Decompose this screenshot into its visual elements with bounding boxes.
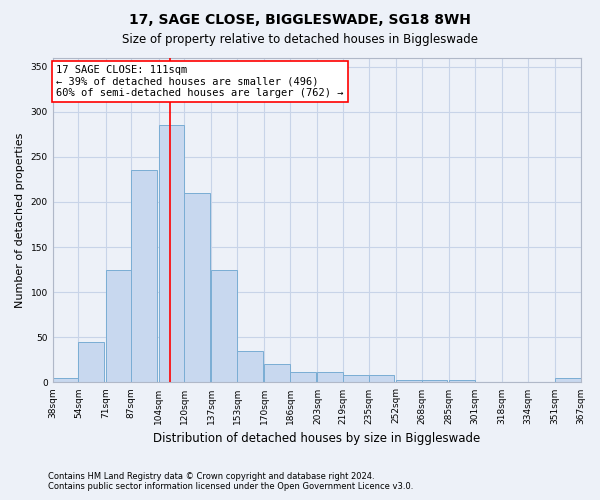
Text: 17, SAGE CLOSE, BIGGLESWADE, SG18 8WH: 17, SAGE CLOSE, BIGGLESWADE, SG18 8WH (129, 12, 471, 26)
Bar (369, 375, 394, 382)
Text: 17 SAGE CLOSE: 111sqm
← 39% of detached houses are smaller (496)
60% of semi-det: 17 SAGE CLOSE: 111sqm ← 39% of detached … (56, 64, 343, 98)
Bar (211, 270, 237, 382)
Bar (184, 193, 210, 382)
Text: Size of property relative to detached houses in Biggleswade: Size of property relative to detached ho… (122, 32, 478, 46)
X-axis label: Distribution of detached houses by size in Biggleswade: Distribution of detached houses by size … (153, 432, 480, 445)
Bar (343, 375, 369, 382)
Bar (106, 270, 131, 382)
Text: Contains HM Land Registry data © Crown copyright and database right 2024.: Contains HM Land Registry data © Crown c… (48, 472, 374, 481)
Bar (265, 364, 290, 382)
Bar (422, 380, 448, 382)
Bar (449, 380, 475, 382)
Bar (396, 380, 422, 382)
Text: Contains public sector information licensed under the Open Government Licence v3: Contains public sector information licen… (48, 482, 413, 491)
Bar (158, 125, 184, 382)
Bar (237, 351, 263, 382)
Bar (79, 342, 104, 382)
Bar (555, 378, 581, 382)
Bar (53, 378, 79, 382)
Y-axis label: Number of detached properties: Number of detached properties (15, 132, 25, 308)
Bar (290, 372, 316, 382)
Bar (317, 372, 343, 382)
Bar (131, 170, 157, 382)
